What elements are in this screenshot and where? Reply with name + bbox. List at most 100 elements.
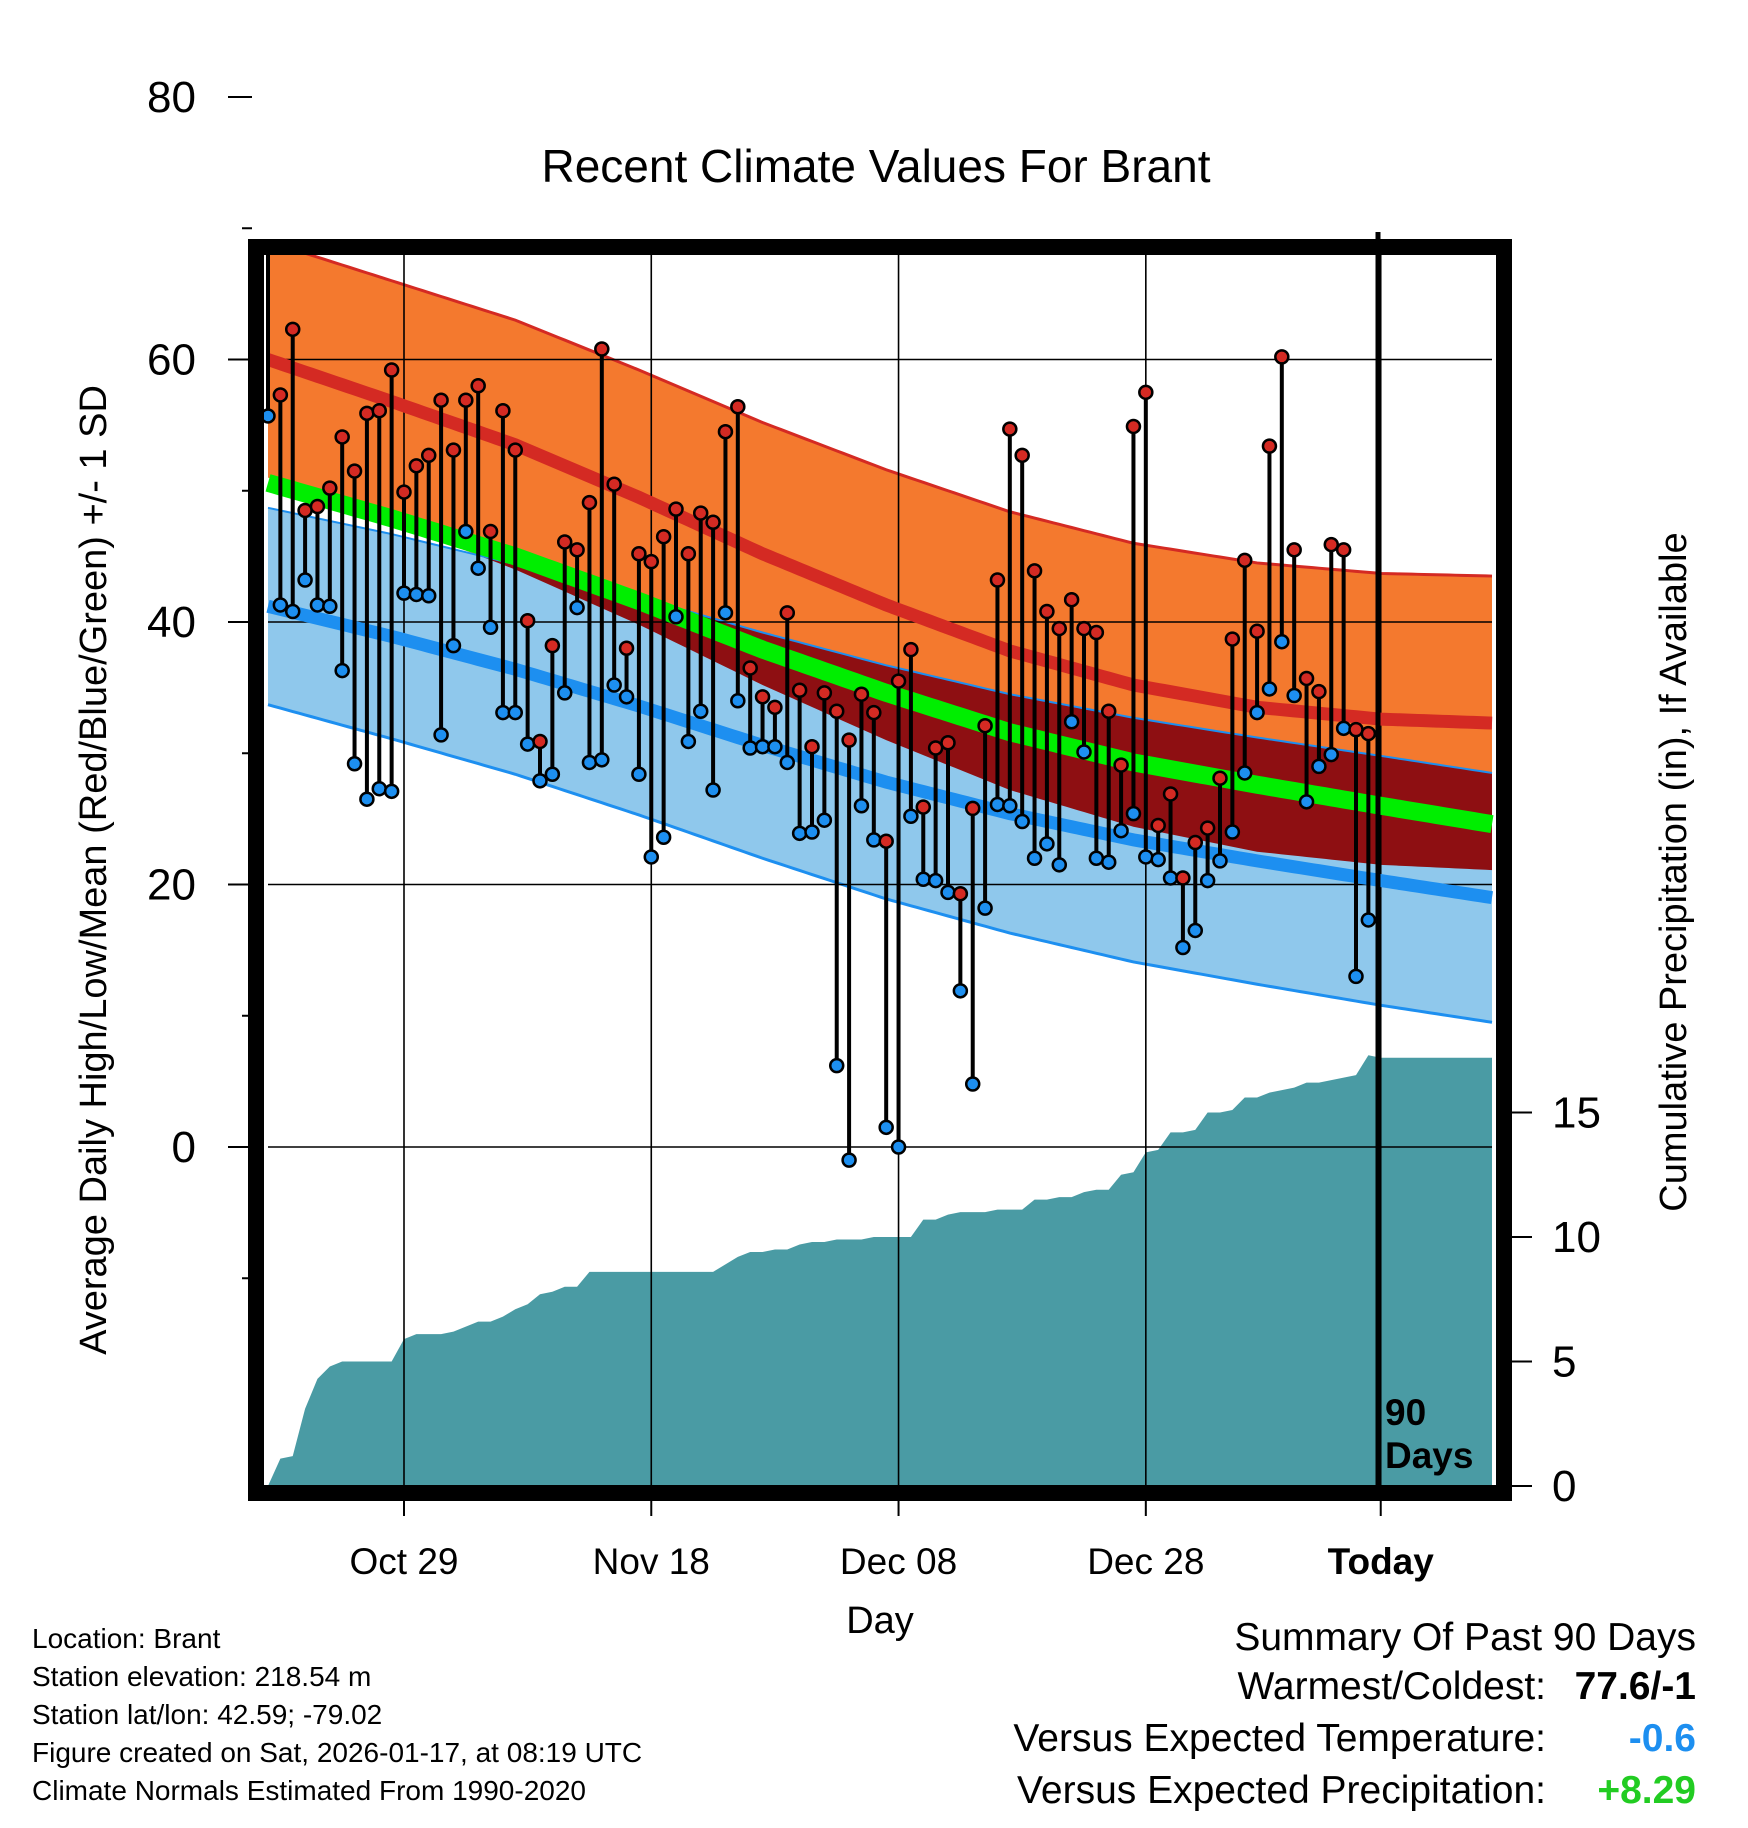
observed-high-point [322, 480, 338, 496]
observed-low-point [532, 773, 548, 789]
observed-low-point [1298, 794, 1315, 810]
observed-high-point [519, 612, 536, 629]
observed-low-point [470, 560, 486, 576]
y-tick-label: 40 [147, 598, 196, 647]
y2-tick-label: 5 [1552, 1338, 1576, 1387]
observed-low-point [915, 871, 932, 887]
observed-low-point [1236, 765, 1253, 781]
observed-high-point [705, 514, 721, 530]
observed-high-point [767, 699, 783, 716]
temp-value: -0.6 [1628, 1717, 1696, 1760]
y2-tick-label: 0 [1552, 1462, 1576, 1511]
observed-high-point [1274, 349, 1290, 365]
observed-high-point [482, 523, 499, 540]
observed-low-point [1212, 853, 1228, 869]
observed-high-point [396, 484, 412, 500]
observed-low-point [730, 693, 746, 709]
observed-low-point [1274, 633, 1290, 650]
observed-low-point [754, 738, 771, 755]
x-axis-label: Day [846, 1600, 914, 1642]
days-marker-line2: Days [1385, 1435, 1473, 1476]
observed-high-point [1076, 620, 1092, 637]
observed-high-point [692, 505, 709, 521]
observed-low-point [272, 597, 289, 613]
observed-low-point [1286, 687, 1302, 704]
observed-high-point [420, 447, 437, 464]
y-tick-label: 80 [147, 73, 196, 122]
observed-high-point [940, 735, 956, 751]
observed-low-point [1138, 849, 1154, 865]
precip-area [268, 1055, 1492, 1486]
observed-high-point [717, 423, 734, 440]
observed-high-point [1286, 542, 1302, 558]
observed-low-point [1311, 758, 1327, 775]
observed-low-point [841, 1152, 857, 1168]
observed-low-point [1323, 746, 1340, 763]
warmest-row: Warmest/Coldest: 77.6/-1 [1013, 1661, 1696, 1713]
observed-high-point [359, 405, 375, 422]
y-tick-label: 0 [172, 1123, 196, 1172]
observed-low-point [655, 829, 672, 845]
observed-low-point [631, 766, 647, 782]
observed-low-point [371, 780, 388, 797]
observed-low-point [1100, 854, 1117, 870]
observed-high-point [1224, 631, 1241, 647]
observed-low-point [1051, 857, 1068, 873]
observed-low-point [952, 983, 969, 999]
observed-low-point [1199, 872, 1216, 889]
observed-high-point [779, 605, 796, 621]
observed-high-point [816, 685, 833, 701]
y-axis-label: Average Daily High/Low/Mean (Red/Blue/Gr… [73, 385, 115, 1355]
observed-high-point [927, 740, 944, 756]
created-text: Figure created on Sat, 2026-01-17, at 08… [32, 1737, 643, 1768]
observed-low-point [977, 900, 993, 916]
warmest-label: Warmest/Coldest: [1237, 1665, 1546, 1708]
observed-high-point [1138, 384, 1154, 401]
observed-low-point [692, 703, 709, 719]
observed-high-point [742, 660, 758, 676]
observed-high-point [445, 442, 462, 458]
observed-low-point [1113, 822, 1129, 839]
observed-high-point [594, 341, 610, 357]
station-info: Location: Brant Station elevation: 218.5… [32, 1620, 642, 1810]
plot-frame [248, 239, 1512, 1501]
low-band-edge-upper [267, 506, 1493, 774]
observed-high-point [1125, 418, 1142, 435]
x-tick-label: Nov 18 [593, 1541, 710, 1582]
observed-high-point [284, 321, 301, 338]
observed-high-point [754, 689, 771, 705]
observed-high-point [1039, 603, 1055, 620]
observed-high-point [631, 546, 647, 562]
observed-high-point [915, 799, 932, 815]
observed-low-point [742, 740, 758, 756]
observed-high-point [1100, 703, 1117, 719]
high-sd-band [268, 245, 1492, 871]
observed-low-point [779, 754, 796, 771]
observed-low-point [569, 599, 585, 616]
observed-high-point [878, 833, 894, 849]
y-tick-label: 60 [147, 336, 196, 385]
observed-low-point [791, 825, 808, 842]
normal-mean-line [265, 474, 1494, 834]
observed-low-point [853, 798, 870, 814]
observed-high-point [1212, 770, 1228, 786]
observed-low-point [643, 849, 660, 865]
observed-high-point [903, 641, 919, 658]
observed-low-point [1125, 805, 1142, 822]
observed-low-point [519, 736, 536, 752]
x-tick-label: Today [1328, 1541, 1435, 1582]
observed-low-point [556, 685, 573, 701]
observed-high-point [1150, 817, 1166, 834]
observed-high-point [1261, 438, 1278, 454]
y2-tick-label: 10 [1552, 1213, 1601, 1262]
observed-high-point [977, 717, 993, 734]
observed-high-point [989, 572, 1006, 588]
x-tick-label: Dec 08 [840, 1541, 957, 1582]
precip-label: Versus Expected Precipitation: [1017, 1769, 1546, 1812]
observed-low-point [1002, 798, 1018, 814]
observed-low-point [1249, 704, 1265, 721]
observed-low-point [1063, 714, 1080, 730]
observed-high-point [1014, 447, 1030, 464]
y-tick-label: 20 [147, 861, 196, 910]
